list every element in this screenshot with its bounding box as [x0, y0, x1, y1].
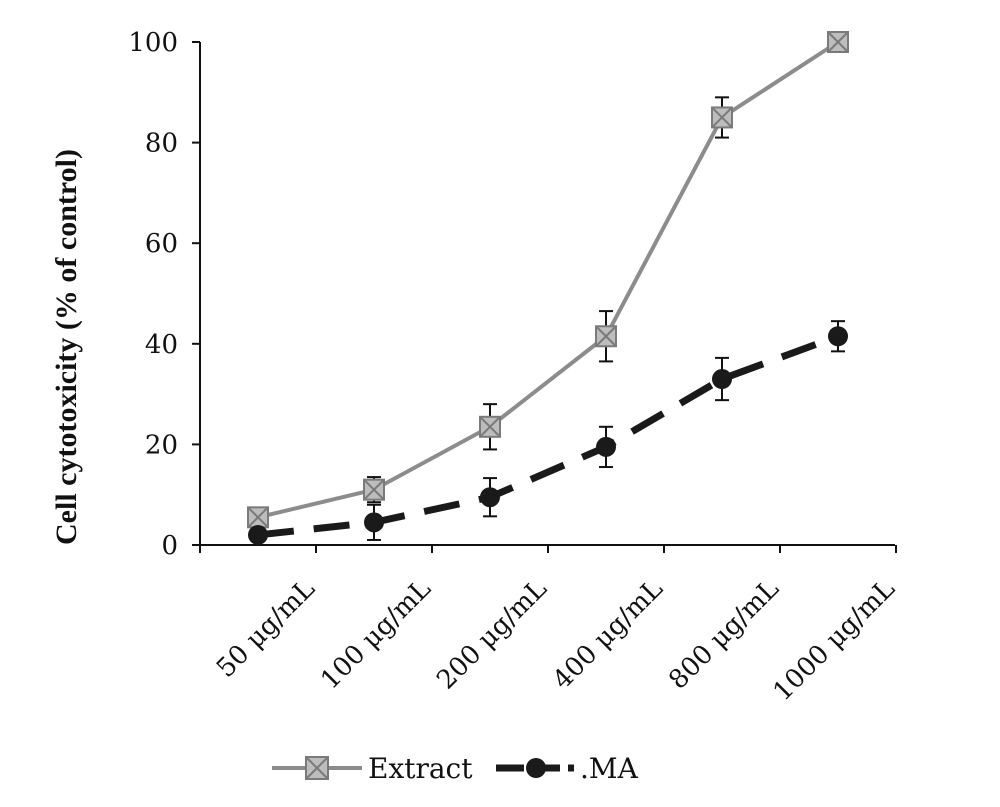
- y-tick-label: 40: [145, 330, 178, 360]
- data-point: [712, 369, 732, 390]
- x-tick-label: 800 μg/mL: [663, 574, 785, 696]
- x-tick-label: 200 μg/mL: [431, 574, 553, 696]
- y-tick-label: 80: [145, 129, 178, 159]
- data-point: [596, 436, 616, 457]
- data-point-cross-b: [363, 478, 385, 501]
- y-tick-label: 60: [145, 229, 178, 259]
- data-point: [363, 478, 385, 501]
- x-tick-label: 100 μg/mL: [315, 574, 437, 696]
- data-point: [827, 31, 849, 53]
- data-point: [828, 326, 848, 347]
- legend: Extract .MA: [272, 752, 639, 785]
- data-point: [364, 512, 384, 533]
- y-tick-label: 100: [128, 28, 178, 58]
- legend-marker: [526, 758, 546, 778]
- y-tick-label: 20: [145, 430, 178, 460]
- data-point-cross-b: [827, 31, 849, 53]
- data-point: [479, 415, 501, 438]
- y-ticks: 0 20 40 60 80 100: [128, 28, 200, 561]
- data-point: [480, 487, 500, 508]
- y-axis-label: Cell cytotoxicity (% of control): [50, 149, 83, 545]
- legend-label: .MA: [580, 752, 639, 785]
- series-line: [257, 332, 840, 539]
- x-tick-label: 1000 μg/mL: [768, 574, 901, 707]
- legend-marker-cross-b: [305, 756, 329, 780]
- data-point-cross-b: [247, 506, 269, 529]
- legend-item-extract: Extract: [272, 752, 473, 785]
- y-tick-label: 0: [161, 531, 178, 561]
- series-line: [257, 40, 840, 520]
- series-layer: [247, 31, 849, 545]
- legend-item-ma: .MA: [496, 752, 639, 785]
- legend-label: Extract: [368, 752, 473, 785]
- x-tick-label: 50 μg/mL: [211, 574, 321, 684]
- legend-marker: [305, 756, 329, 780]
- data-point-cross-b: [711, 106, 733, 129]
- data-point-cross-b: [479, 416, 501, 438]
- x-tick-label: 400 μg/mL: [547, 574, 669, 696]
- data-point: [595, 325, 617, 348]
- series-ma: [248, 320, 848, 545]
- data-point: [248, 524, 268, 545]
- data-point-cross-b: [595, 325, 617, 347]
- data-point: [711, 106, 733, 129]
- series-extract: [247, 31, 849, 529]
- data-point: [247, 506, 269, 529]
